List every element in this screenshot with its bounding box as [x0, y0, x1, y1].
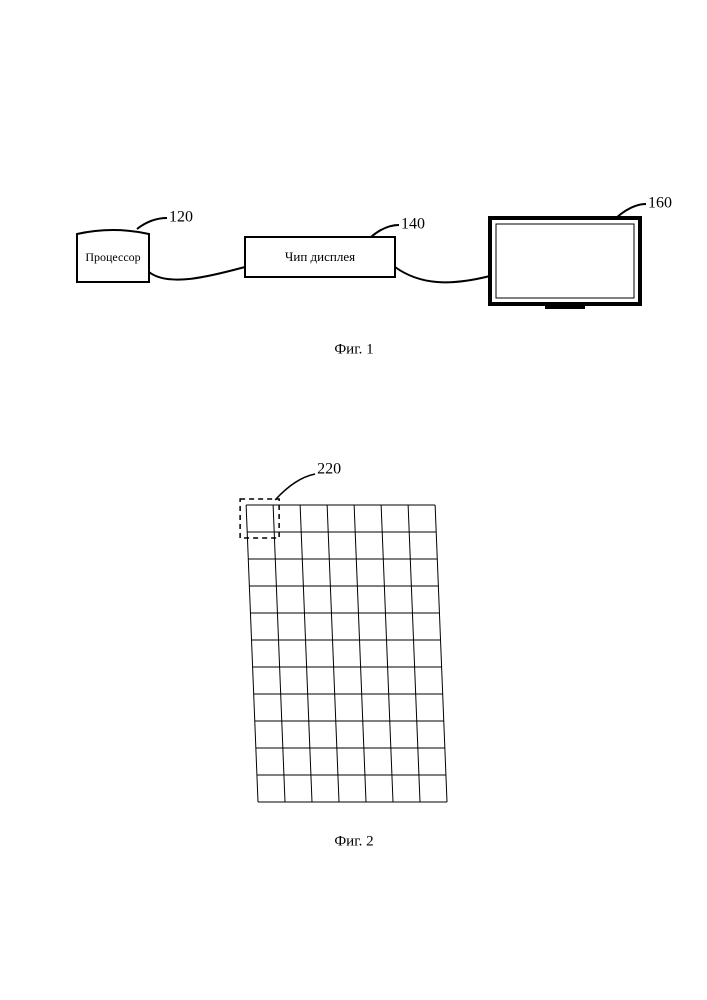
screen-ref: 160: [648, 195, 672, 212]
displaychip-label: Чип дисплея: [285, 249, 355, 264]
fig1-caption: Фиг. 1: [334, 341, 373, 357]
fig2-caption: Фиг. 2: [334, 833, 373, 849]
fig2-grid: [240, 499, 447, 802]
processor-label: Процессор: [85, 250, 140, 264]
node-screen: 160: [490, 195, 672, 309]
fig2-ref: 220: [317, 461, 341, 478]
node-processor: Процессор 120: [77, 209, 193, 282]
processor-ref: 120: [169, 209, 193, 226]
node-displaychip: Чип дисплея 140: [245, 216, 425, 277]
displaychip-ref: 140: [401, 216, 425, 233]
